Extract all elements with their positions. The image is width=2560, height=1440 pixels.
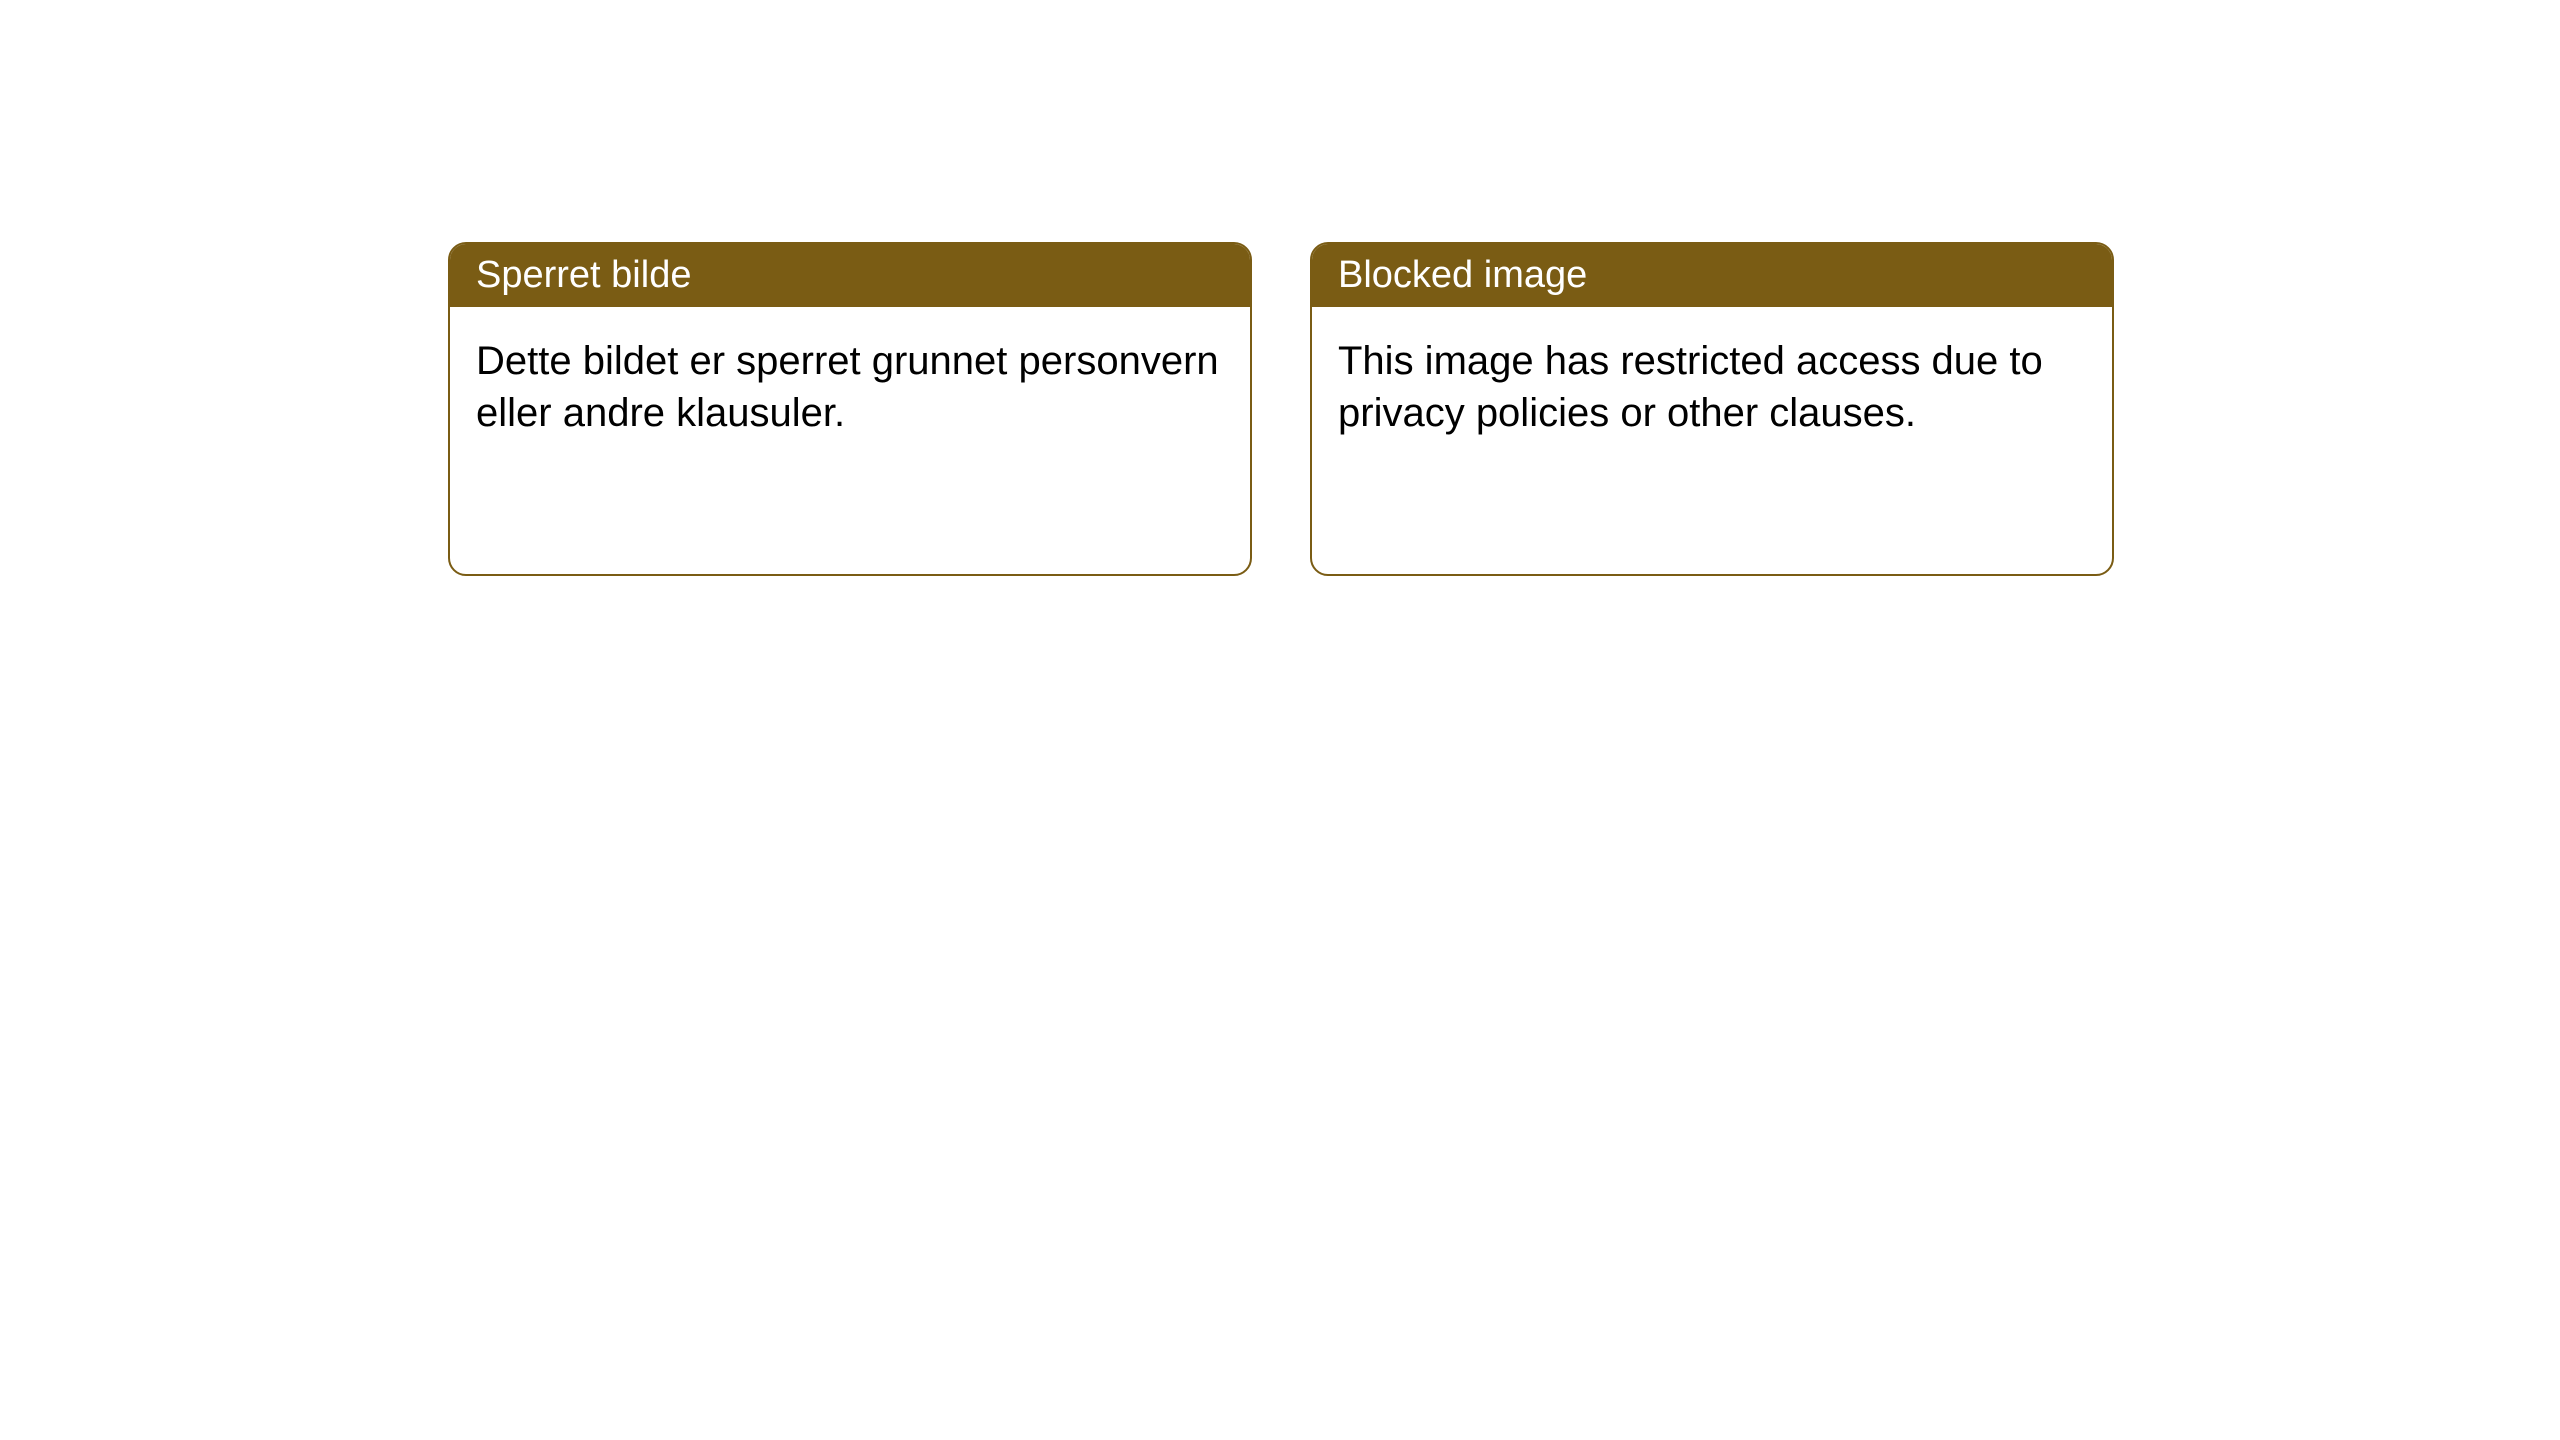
notice-card-text: Dette bildet er sperret grunnet personve…	[476, 339, 1219, 435]
notice-card-title: Blocked image	[1338, 254, 1587, 296]
notice-card-norwegian: Sperret bilde Dette bildet er sperret gr…	[448, 242, 1252, 576]
notice-card-body: Dette bildet er sperret grunnet personve…	[450, 307, 1250, 467]
notice-card-header: Blocked image	[1312, 244, 2112, 307]
notice-card-english: Blocked image This image has restricted …	[1310, 242, 2114, 576]
notice-cards-container: Sperret bilde Dette bildet er sperret gr…	[448, 242, 2114, 576]
notice-card-body: This image has restricted access due to …	[1312, 307, 2112, 467]
notice-card-title: Sperret bilde	[476, 254, 691, 296]
notice-card-text: This image has restricted access due to …	[1338, 339, 2043, 435]
notice-card-header: Sperret bilde	[450, 244, 1250, 307]
